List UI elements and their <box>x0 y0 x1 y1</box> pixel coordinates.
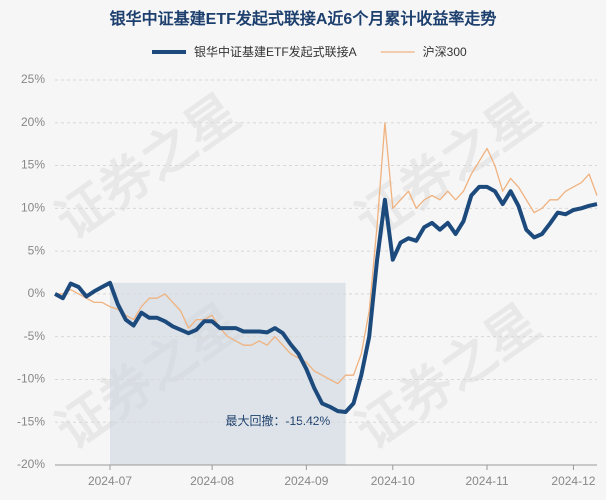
x-tick-label: 2024-11 <box>465 474 508 488</box>
x-tick-label: 2024-07 <box>88 474 132 488</box>
y-tick-label: 20% <box>21 115 45 129</box>
y-tick-label: -15% <box>17 414 45 428</box>
y-tick-label: 25% <box>21 72 45 86</box>
x-tick-label: 2024-10 <box>371 474 415 488</box>
y-tick-label: 15% <box>21 158 45 172</box>
watermark: 证券之星 <box>46 84 250 251</box>
y-tick-label: 0% <box>28 286 46 300</box>
y-tick-label: 10% <box>21 201 45 215</box>
legend-label: 银华中证基建ETF发起式联接A <box>194 44 357 59</box>
x-tick-label: 2024-08 <box>190 474 234 488</box>
y-tick-label: -10% <box>17 372 45 386</box>
y-tick-label: -20% <box>17 457 45 471</box>
legend-label: 沪深300 <box>423 45 467 59</box>
series-line <box>54 184 598 414</box>
x-tick-label: 2024-12 <box>551 474 595 488</box>
drawdown-label: 最大回撤：-15.42% <box>225 413 330 428</box>
series-line <box>55 122 598 385</box>
chart-title: 银华中证基建ETF发起式联接A近6个月累计收益率走势 <box>110 9 497 28</box>
watermark: 证券之星 <box>346 294 550 461</box>
y-tick-label: 5% <box>28 243 46 257</box>
y-tick-label: -5% <box>24 329 46 343</box>
x-tick-label: 2024-09 <box>284 474 328 488</box>
